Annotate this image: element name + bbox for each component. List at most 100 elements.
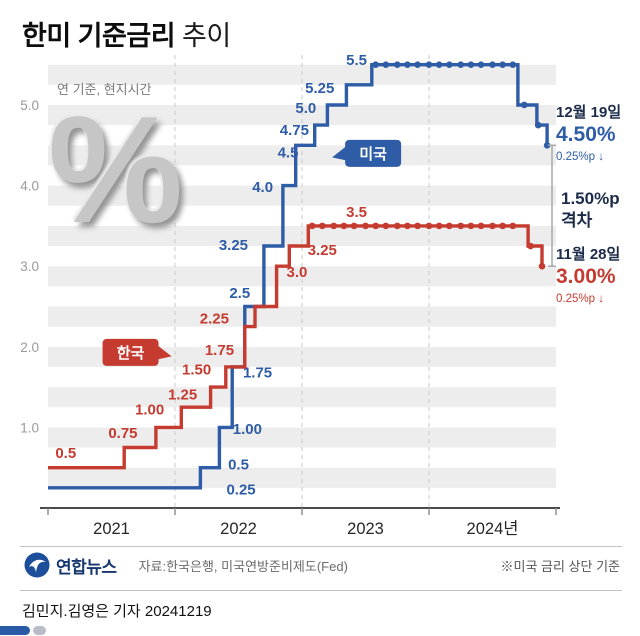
kr-dot bbox=[538, 262, 546, 270]
page-title-sub: 추이 bbox=[182, 21, 231, 51]
us-value-label: 1.00 bbox=[233, 421, 262, 438]
us-badge bbox=[345, 139, 402, 167]
us-dot bbox=[457, 61, 465, 68]
us-dot bbox=[414, 61, 421, 68]
corner-accent-gray-bar bbox=[33, 626, 46, 635]
us-dot bbox=[489, 61, 496, 68]
kr-value-label: 1.25 bbox=[168, 386, 197, 403]
chart-subtitle: 연 기준, 현지시간 bbox=[57, 82, 152, 97]
us-dot bbox=[467, 61, 475, 68]
us-value-label: 4.5 bbox=[278, 145, 299, 162]
kr-dot bbox=[425, 222, 433, 230]
us-dot bbox=[534, 121, 542, 129]
kr-badge bbox=[102, 338, 159, 366]
us-dot bbox=[372, 61, 379, 68]
kr-annotation-rate: 3.00% bbox=[556, 265, 616, 289]
kr-dot bbox=[330, 222, 338, 230]
kr-badge-label: 한국 bbox=[117, 345, 145, 362]
y-axis-label: 2.0 bbox=[20, 340, 39, 355]
kr-dot bbox=[382, 222, 390, 230]
us-value-label: 5.25 bbox=[305, 80, 334, 97]
data-source-text: 자료:한국은행, 미국연방준비제도(Fed) bbox=[138, 558, 348, 574]
page-title: 한미 기준금리 추이 bbox=[22, 14, 231, 53]
plot-band bbox=[48, 387, 556, 408]
kr-dot bbox=[362, 222, 369, 230]
kr-dot bbox=[457, 222, 465, 230]
kr-dot bbox=[350, 222, 358, 230]
kr-dot bbox=[435, 222, 443, 230]
footer-divider-top bbox=[20, 546, 622, 547]
us-dot bbox=[393, 61, 401, 68]
kr-dot bbox=[477, 222, 485, 230]
kr-badge-pointer bbox=[157, 345, 172, 360]
kr-dot bbox=[414, 222, 421, 230]
us-annotation: 12월 19일 4.50% 0.25%p ↓ bbox=[556, 104, 640, 165]
kr-dot bbox=[467, 222, 475, 230]
kr-dot bbox=[509, 222, 517, 230]
kr-annotation-date: 11월 28일 bbox=[556, 246, 621, 263]
us-dot bbox=[509, 61, 517, 68]
reporter-byline: 김민지.김영은 기자 20241219 bbox=[22, 603, 212, 620]
us-value-label: 1.75 bbox=[243, 365, 272, 382]
us-dot bbox=[543, 141, 551, 149]
gap-value: 1.50%p bbox=[561, 189, 620, 208]
us-value-label: 2.5 bbox=[229, 285, 250, 302]
gap-label: 격차 bbox=[561, 211, 593, 231]
kr-dot bbox=[308, 222, 316, 230]
kr-value-label: 3.0 bbox=[286, 264, 307, 281]
kr-value-label: 0.75 bbox=[108, 425, 137, 442]
kr-dot bbox=[372, 222, 379, 230]
us-badge-pointer bbox=[332, 146, 347, 161]
kr-rate-line bbox=[48, 224, 544, 470]
x-axis-label: 2022 bbox=[220, 520, 257, 538]
kr-value-label: 1.75 bbox=[205, 342, 234, 359]
us-dot bbox=[425, 61, 433, 68]
us-value-label: 4.0 bbox=[252, 179, 273, 196]
yonhap-logo-text: 연합뉴스 bbox=[56, 557, 117, 577]
kr-value-label: 0.5 bbox=[55, 445, 76, 462]
gap-annotation: 1.50%p 격차 bbox=[561, 188, 620, 232]
kr-dot bbox=[340, 222, 348, 230]
us-dot bbox=[520, 101, 528, 109]
kr-annotation-change: 0.25%p ↓ bbox=[556, 293, 604, 306]
plot-band bbox=[48, 467, 556, 488]
us-dot bbox=[446, 61, 453, 68]
x-axis-label: 2023 bbox=[347, 520, 384, 538]
y-axis-label: 5.0 bbox=[20, 98, 39, 113]
kr-dot bbox=[489, 222, 496, 230]
us-annotation-change: 0.25%p ↓ bbox=[556, 151, 604, 164]
kr-dot bbox=[527, 242, 534, 250]
kr-dot bbox=[404, 222, 411, 230]
percent-watermark: % bbox=[48, 85, 184, 255]
us-value-label: 4.75 bbox=[280, 122, 309, 139]
us-dot bbox=[499, 61, 506, 68]
rate-chart: 1.0 2.0 3.0 4.0 5.0 2021 2022 2023 2024년 0.25 0.5 1… bbox=[20, 52, 560, 538]
kr-value-label: 3.5 bbox=[346, 204, 367, 221]
us-annotation-rate: 4.50% bbox=[556, 123, 616, 147]
y-axis-label: 1.0 bbox=[20, 420, 39, 435]
footer: 연합뉴스 자료:한국은행, 미국연방준비제도(Fed) ※미국 금리 상단 기준 bbox=[24, 552, 620, 578]
kr-value-label: 1.00 bbox=[135, 402, 164, 419]
us-value-label: 5.5 bbox=[346, 52, 367, 69]
kr-annotation: 11월 28일 3.00% 0.25%p ↓ bbox=[556, 246, 640, 307]
kr-dot bbox=[499, 222, 506, 230]
kr-value-label: 1.50 bbox=[182, 361, 211, 378]
yonhap-logo: 연합뉴스 bbox=[24, 552, 117, 578]
us-dot bbox=[477, 61, 485, 68]
corner-accent-bars bbox=[0, 626, 46, 635]
kr-value-label: 3.25 bbox=[308, 242, 337, 259]
us-annotation-date: 12월 19일 bbox=[556, 104, 622, 121]
plot-band bbox=[48, 55, 556, 65]
page-title-main: 한미 기준금리 bbox=[22, 21, 176, 51]
kr-dot bbox=[446, 222, 453, 230]
us-rate-line bbox=[48, 63, 549, 490]
us-dot bbox=[435, 61, 443, 68]
yonhap-logo-icon bbox=[24, 552, 50, 578]
kr-value-label: 2.25 bbox=[200, 311, 229, 328]
plot-band bbox=[48, 306, 556, 327]
x-axis-label: 2021 bbox=[93, 520, 130, 538]
footer-divider-bottom bbox=[20, 590, 622, 591]
us-dot bbox=[382, 61, 390, 68]
y-axis-label: 3.0 bbox=[20, 259, 39, 274]
